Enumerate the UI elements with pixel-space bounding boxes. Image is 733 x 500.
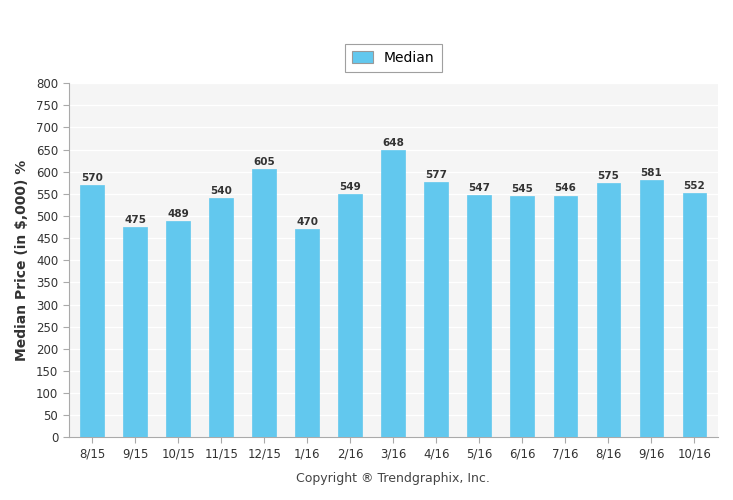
Text: 577: 577 (425, 170, 447, 179)
Bar (597, 183, 620, 438)
Bar (210, 198, 233, 438)
Text: 605: 605 (254, 158, 275, 168)
Text: 475: 475 (125, 215, 147, 225)
Bar (553, 196, 577, 438)
X-axis label: Copyright ® Trendgraphix, Inc.: Copyright ® Trendgraphix, Inc. (296, 472, 490, 485)
Text: 648: 648 (383, 138, 404, 148)
Text: 549: 549 (339, 182, 361, 192)
Bar (166, 221, 190, 438)
Text: 547: 547 (468, 183, 490, 193)
Bar (339, 194, 362, 438)
Text: 545: 545 (512, 184, 534, 194)
Text: 546: 546 (554, 184, 576, 194)
Text: 570: 570 (81, 173, 103, 183)
Bar (381, 150, 405, 438)
Bar (424, 182, 448, 438)
Bar (682, 193, 706, 438)
Text: 581: 581 (641, 168, 662, 178)
Bar (639, 180, 663, 438)
Bar (510, 196, 534, 438)
Bar (295, 230, 319, 438)
Legend: Median: Median (345, 44, 441, 72)
Bar (252, 170, 276, 438)
Text: 470: 470 (296, 217, 318, 227)
Bar (123, 227, 147, 438)
Text: 540: 540 (210, 186, 232, 196)
Bar (468, 195, 491, 438)
Text: 575: 575 (597, 170, 619, 180)
Text: 489: 489 (167, 208, 189, 218)
Y-axis label: Median Price (in $,000) %: Median Price (in $,000) % (15, 160, 29, 361)
Text: 552: 552 (683, 180, 705, 190)
Bar (81, 185, 104, 438)
